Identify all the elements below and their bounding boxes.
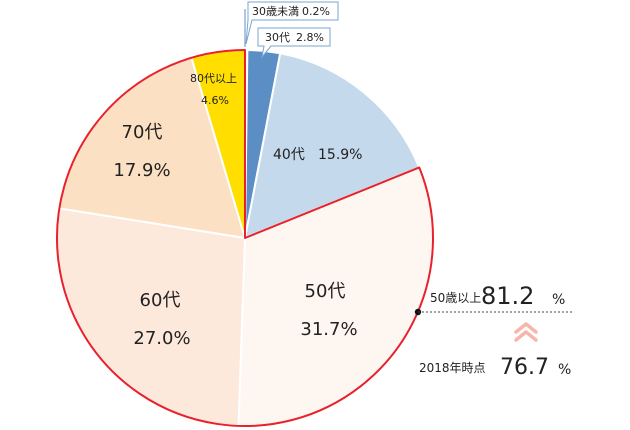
label-60s-value: 27.0% [133, 328, 190, 349]
label-30s: 30代 2.8% [257, 27, 331, 59]
callout-box-30s [257, 27, 331, 59]
label-50s-value: 31.7% [300, 319, 357, 340]
label-40s-name: 40代 [273, 147, 305, 163]
callout-label: 50歳以上 [430, 291, 481, 305]
highlight-outline-path [56, 49, 434, 427]
label-30u-value: 0.2% [302, 5, 330, 18]
label-30u: 30歳未満 0.2% [244, 1, 339, 47]
compare-label: 2018年時点 [419, 361, 486, 375]
label-60s-name: 60代 [140, 290, 181, 311]
slice-60s [56, 207, 247, 427]
compare-value: 76.7 [500, 355, 549, 380]
callout-box-30u [245, 1, 339, 45]
summary-callout: 50歳以上 81.2 % 2018年時点 76.7 % [414, 282, 574, 380]
label-50s-name: 50代 [305, 281, 346, 302]
label-70s-name: 70代 [122, 122, 163, 143]
compare-unit: % [558, 362, 571, 378]
label-30s-name: 30代 [265, 31, 290, 44]
label-30s-value: 2.8% [296, 31, 324, 44]
chevron-lower [514, 330, 538, 342]
highlight-outline [56, 49, 434, 427]
increase-chevron-icon [514, 322, 538, 342]
callout-value: 81.2 [481, 282, 534, 310]
label-80s-value: 4.6% [201, 94, 229, 107]
label-30u-name: 30歳未満 [252, 5, 299, 18]
label-70s-value: 17.9% [113, 160, 170, 181]
chevron-upper [514, 322, 538, 334]
label-40s-value: 15.9% [318, 147, 362, 163]
label-80s-name: 80代以上 [190, 72, 237, 85]
slice-40s [243, 52, 421, 240]
callout-unit: % [552, 292, 565, 308]
